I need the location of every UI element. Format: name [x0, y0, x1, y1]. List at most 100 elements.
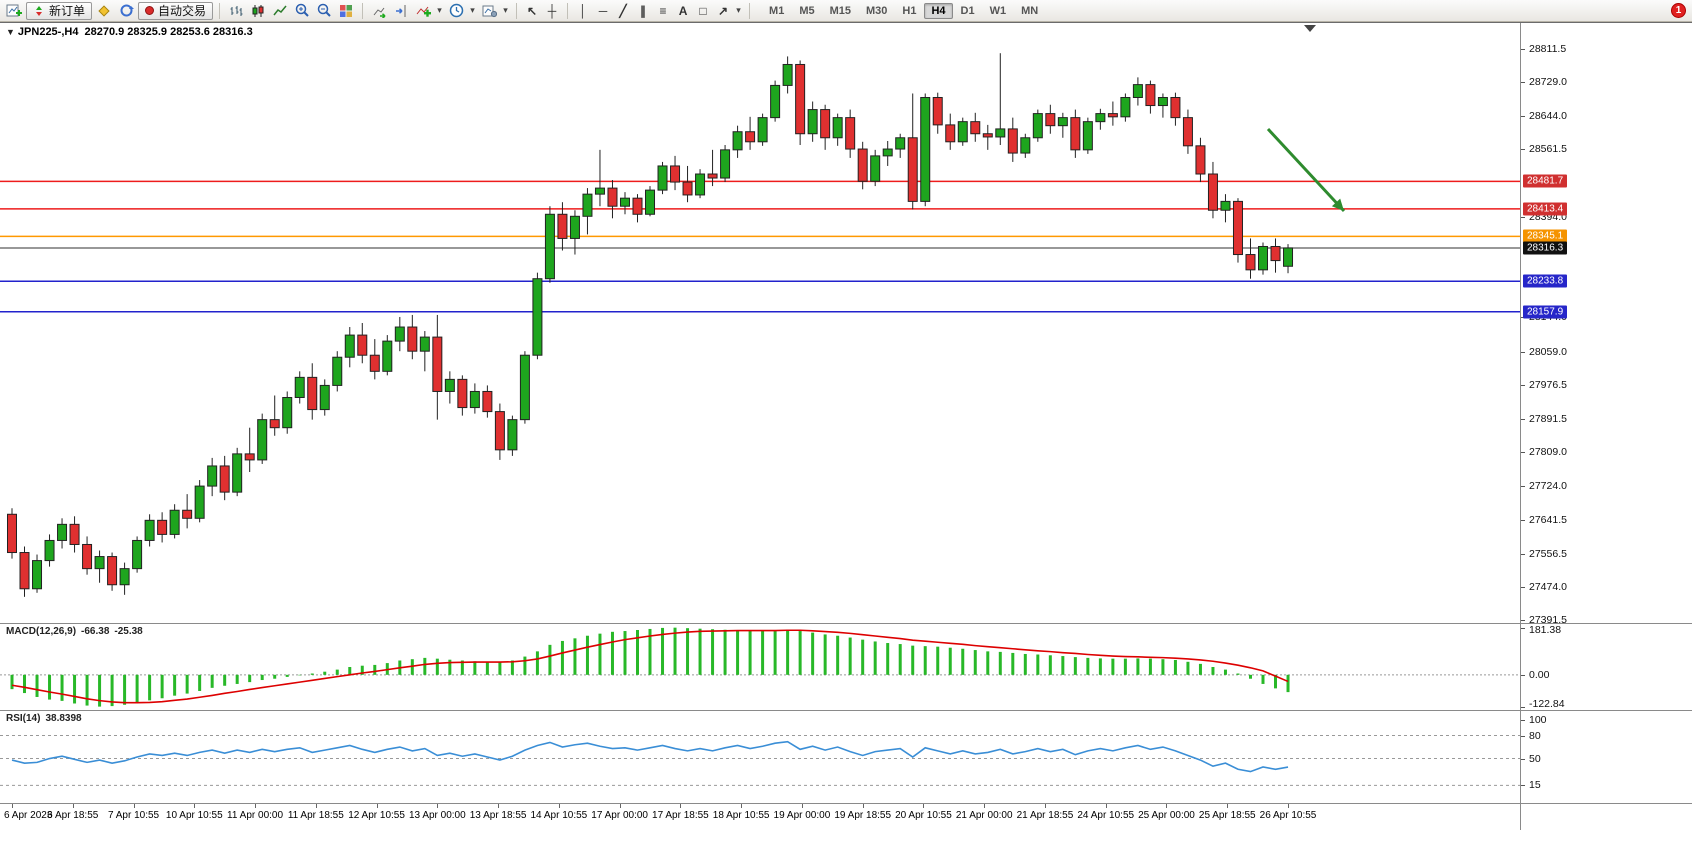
shapes-tool-icon[interactable]: ↗: [718, 3, 729, 18]
cursor-icon[interactable]: ↖: [527, 3, 538, 18]
rsi-tick-label: 50: [1529, 752, 1541, 765]
candle-body: [619, 197, 630, 207]
candle-body: [419, 336, 430, 352]
time-axis-row: 6 Apr 2023 6 Apr 18:55 7 Apr 10:55 10 Apr 1…: [0, 803, 1692, 830]
metaeditor-icon[interactable]: [94, 2, 114, 20]
price-tick-label: 28561.5: [1529, 143, 1567, 156]
new-order-button[interactable]: 新订单: [26, 1, 93, 20]
price-scale-tick: [1521, 486, 1525, 488]
candle: [1020, 133, 1031, 158]
candle: [1270, 238, 1281, 273]
label-tool-icon[interactable]: □: [699, 3, 707, 18]
line-chart-icon[interactable]: [270, 2, 290, 20]
trendline-tool-icon[interactable]: ╱: [619, 3, 627, 18]
rsi-scale-tick: [1521, 735, 1525, 737]
templates-icon[interactable]: [479, 2, 499, 20]
candle-body: [594, 187, 605, 195]
candle: [194, 480, 205, 523]
macd-scale-tick: [1521, 706, 1525, 708]
candle-body: [1195, 145, 1206, 175]
candle: [132, 536, 143, 573]
price-tick-label: 27809.0: [1529, 446, 1567, 459]
metaeditor-glyph: [98, 4, 110, 17]
candle-body: [995, 128, 1006, 138]
candlestick-chart-icon[interactable]: [248, 2, 268, 20]
main-chart-plot[interactable]: ▼ JPN225-,H4 28270.9 28325.9 28253.6 28316…: [0, 23, 1520, 623]
profiles-icon[interactable]: [116, 2, 136, 20]
timeframe-button-mn[interactable]: MN: [1021, 4, 1039, 17]
rsi-scale-tick: [1521, 785, 1525, 787]
candle: [169, 504, 180, 539]
tile-windows-icon[interactable]: [336, 2, 356, 20]
timeframe-button-m5[interactable]: M5: [799, 4, 815, 17]
tile-windows-glyph: [340, 4, 353, 17]
time-axis-tick: [862, 804, 864, 808]
price-tick-label: 28059.0: [1529, 345, 1567, 358]
indicators-dropdown-icon[interactable]: ▾: [437, 5, 442, 15]
price-tick-label: 27976.5: [1529, 378, 1567, 391]
timeframe-button-h4[interactable]: H4: [924, 2, 953, 19]
candle: [344, 327, 355, 368]
shapes-dropdown-icon[interactable]: ▾: [736, 5, 741, 15]
rsi-scale[interactable]: 100 80 50 15: [1520, 711, 1690, 803]
candle-body: [782, 63, 793, 86]
zoom-in-icon[interactable]: [292, 2, 312, 20]
main-price-scale[interactable]: 28811.528729.028644.028561.528394.028144…: [1520, 23, 1690, 626]
time-label: 21 Apr 18:55: [1016, 810, 1074, 821]
notification-badge[interactable]: 1: [1671, 3, 1686, 18]
periods-icon[interactable]: [446, 2, 466, 20]
timeframe-button-d1[interactable]: D1: [960, 4, 975, 17]
macd-scale[interactable]: 181.38 0.00 -122.84: [1520, 624, 1690, 710]
crosshair-icon[interactable]: ┼: [547, 3, 557, 18]
candle-body: [494, 411, 505, 451]
price-line-tag[interactable]: 28413.4: [1523, 202, 1568, 216]
price-tick-label: 28729.0: [1529, 75, 1567, 88]
new-chart-icon[interactable]: [4, 2, 24, 20]
candle: [232, 447, 243, 497]
zoom-out-icon[interactable]: [314, 2, 334, 20]
periods-dropdown-icon[interactable]: ▾: [470, 5, 475, 15]
candle: [782, 56, 793, 94]
candle-body: [444, 378, 455, 392]
price-line-tag[interactable]: 28157.9: [1523, 305, 1568, 319]
fibonacci-tool-icon[interactable]: ≡: [659, 3, 667, 18]
vertical-line-tool-icon[interactable]: │: [579, 3, 587, 18]
timeframe-button-m30[interactable]: M30: [866, 4, 888, 17]
price-line-tag[interactable]: 28481.7: [1523, 174, 1568, 188]
timeframe-button-m1[interactable]: M1: [769, 4, 785, 17]
channel-tool-icon[interactable]: ∥: [640, 3, 647, 18]
candle-body: [469, 390, 480, 409]
time-axis[interactable]: 6 Apr 2023 6 Apr 18:55 7 Apr 10:55 10 Apr 1…: [0, 804, 1520, 830]
macd-chart[interactable]: [0, 624, 1520, 710]
line-chart-glyph: [273, 5, 287, 15]
candle: [619, 192, 630, 215]
auto-scroll-icon[interactable]: [369, 2, 389, 20]
templates-dropdown-icon[interactable]: ▾: [503, 5, 508, 15]
candles-chart[interactable]: [0, 23, 1520, 623]
candle-body: [582, 193, 593, 217]
price-line-tag[interactable]: 28345.1: [1523, 229, 1568, 243]
timeframe-button-h1[interactable]: H1: [902, 4, 917, 17]
candle: [457, 375, 468, 416]
chart-collapse-icon[interactable]: ▼: [6, 27, 15, 37]
candle-body: [645, 189, 656, 215]
horizontal-line-tool-icon[interactable]: ─: [598, 3, 608, 18]
autotrading-button[interactable]: 自动交易: [138, 1, 214, 20]
bid-price-tag[interactable]: 28316.3: [1523, 241, 1568, 255]
rsi-chart[interactable]: [0, 711, 1520, 803]
text-tool-icon[interactable]: A: [678, 3, 688, 18]
indicators-icon[interactable]: [413, 2, 433, 20]
price-line-tag[interactable]: 28233.8: [1523, 274, 1568, 288]
candle: [995, 53, 1006, 146]
time-axis-tick: [923, 804, 925, 808]
time-axis-tick: [984, 804, 986, 808]
candle: [945, 113, 956, 150]
timeframe-button-w1[interactable]: W1: [989, 4, 1007, 17]
chart-shift-icon[interactable]: [391, 2, 411, 20]
bar-chart-icon[interactable]: [226, 2, 246, 20]
rsi-plot[interactable]: RSI(14) 38.8398: [0, 711, 1520, 803]
timeframe-button-m15[interactable]: M15: [829, 4, 851, 17]
candle-body: [845, 117, 856, 150]
macd-plot[interactable]: MACD(12,26,9) -66.38 -25.38: [0, 624, 1520, 710]
candle-body: [1207, 173, 1218, 211]
